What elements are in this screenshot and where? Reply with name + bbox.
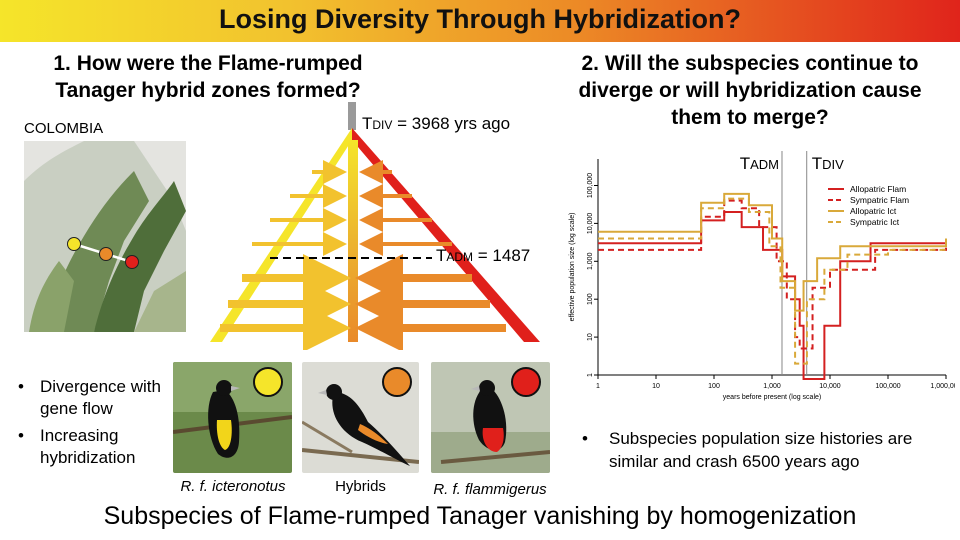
caption-flammigerus: R. f. flammigerus <box>433 481 547 498</box>
series-line <box>598 199 947 350</box>
time-marker-label: TADM <box>740 154 779 173</box>
x-tick-label: 1,000,000 <box>930 383 955 390</box>
caption-hybrids: Hybrids <box>335 478 386 495</box>
legend-label: Allopatric Flam <box>850 184 906 194</box>
population-size-chart: 1 10 100 1,000 10,000 100,000 1 10 100 1,000 10,00… <box>569 151 955 401</box>
y-tick-label: 10 <box>587 333 594 341</box>
legend-label: Sympatric Flam <box>850 195 909 205</box>
red-marker <box>511 367 541 397</box>
divergence-time-label: TDIV = 3968 yrs ago <box>362 114 511 133</box>
hybrid-photo <box>302 362 419 473</box>
series-line <box>598 192 947 312</box>
y-tick-label: 10,000 <box>587 213 594 235</box>
admixture-time-label: TADM = 1487 <box>436 246 531 265</box>
divergence-tree-diagram <box>210 102 540 350</box>
footer-statement: Subspecies of Flame-rumped Tanager vanis… <box>103 502 857 530</box>
map-country-label: COLOMBIA <box>24 120 104 137</box>
legend-label: Sympatric Ict <box>850 217 900 227</box>
yellow-marker <box>253 367 283 397</box>
x-tick-label: 10,000 <box>819 383 841 390</box>
icteronotus-photo <box>173 362 292 473</box>
icteronotus-branch <box>210 128 352 342</box>
time-marker-label: TDIV <box>812 154 844 173</box>
series-line <box>598 197 947 365</box>
title-banner <box>0 0 960 42</box>
y-tick-label: 100,000 <box>587 173 594 198</box>
orange-marker <box>382 367 412 397</box>
caption-icteronotus: R. f. icteronotus <box>180 478 286 495</box>
colombia-relief-map <box>24 141 186 332</box>
x-tick-label: 100 <box>708 383 720 390</box>
y-axis-label: effective population size (log scale) <box>569 213 576 322</box>
question-1-heading: 1. How were the Flame-rumped Tanager hyb… <box>53 52 363 102</box>
hybrid-lineage <box>348 140 358 342</box>
x-tick-label: 100,000 <box>875 383 900 390</box>
y-tick-label: 1,000 <box>587 252 594 270</box>
x-tick-label: 10 <box>652 383 660 390</box>
legend-label: Allopatric Ict <box>850 206 897 216</box>
y-tick-label: 100 <box>587 293 594 305</box>
slide-title: Losing Diversity Through Hybridization? <box>218 4 742 34</box>
gene-flow-arrows <box>220 160 506 350</box>
x-axis-label: years before present (log scale) <box>723 394 821 401</box>
x-tick-label: 1,000 <box>763 383 781 390</box>
flammigerus-branch <box>352 128 540 342</box>
question-2-heading: 2. Will the subspecies continue to diver… <box>578 52 922 129</box>
flammigerus-photo <box>431 362 550 473</box>
x-tick-label: 1 <box>596 383 600 390</box>
ancestral-branch <box>348 102 356 130</box>
y-tick-label: 1 <box>587 373 594 377</box>
